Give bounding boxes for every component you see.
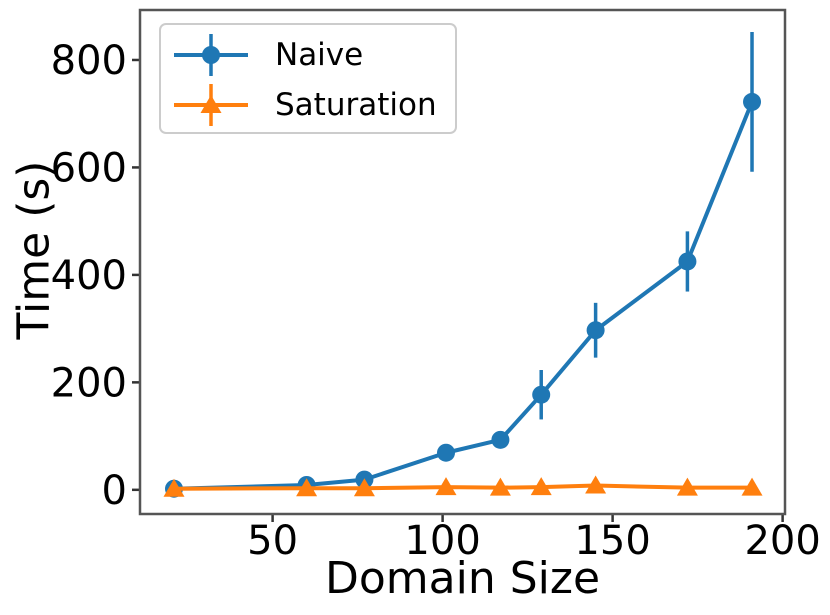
naive-marker-icon <box>174 34 248 76</box>
y-tick-label: 400 <box>51 253 127 299</box>
data-point-marker <box>676 477 698 496</box>
x-tick-label: 100 <box>404 518 480 564</box>
data-point-marker <box>585 475 607 494</box>
data-point-marker <box>163 478 185 497</box>
series-line <box>173 101 754 491</box>
x-tick-label: 150 <box>574 518 650 564</box>
data-point-marker <box>530 477 552 496</box>
series-saturation <box>163 475 763 497</box>
legend-item-naive: Naive <box>173 30 455 80</box>
data-point-marker <box>743 92 762 111</box>
legend-item-saturation: Saturation <box>173 80 455 130</box>
x-tick-label: 200 <box>744 518 820 564</box>
legend-label-naive: Naive <box>275 36 364 73</box>
data-point-marker <box>586 321 605 340</box>
legend: Naive Saturation <box>159 23 457 134</box>
data-point-marker <box>489 477 511 496</box>
saturation-marker-icon <box>174 84 248 126</box>
x-axis-label: Domain Size <box>324 553 601 604</box>
data-point-marker <box>353 478 375 497</box>
y-axis-label: Time (s) <box>8 160 60 340</box>
y-tick-label: 800 <box>51 38 127 84</box>
y-tick-label: 600 <box>51 145 127 191</box>
data-point-marker <box>437 443 456 462</box>
data-point-marker <box>435 477 457 496</box>
x-tick-label: 50 <box>247 518 298 564</box>
data-point-marker <box>532 385 551 404</box>
data-point-marker <box>491 430 510 449</box>
y-tick-label: 0 <box>102 468 127 514</box>
data-point-marker <box>741 477 763 496</box>
data-point-marker <box>678 252 697 271</box>
legend-sample-marker <box>200 95 222 113</box>
y-tick-label: 200 <box>51 360 127 406</box>
data-point-marker <box>296 478 318 497</box>
legend-label-saturation: Saturation <box>275 86 437 123</box>
plot-frame <box>138 8 787 516</box>
legend-sample-marker <box>202 46 220 64</box>
